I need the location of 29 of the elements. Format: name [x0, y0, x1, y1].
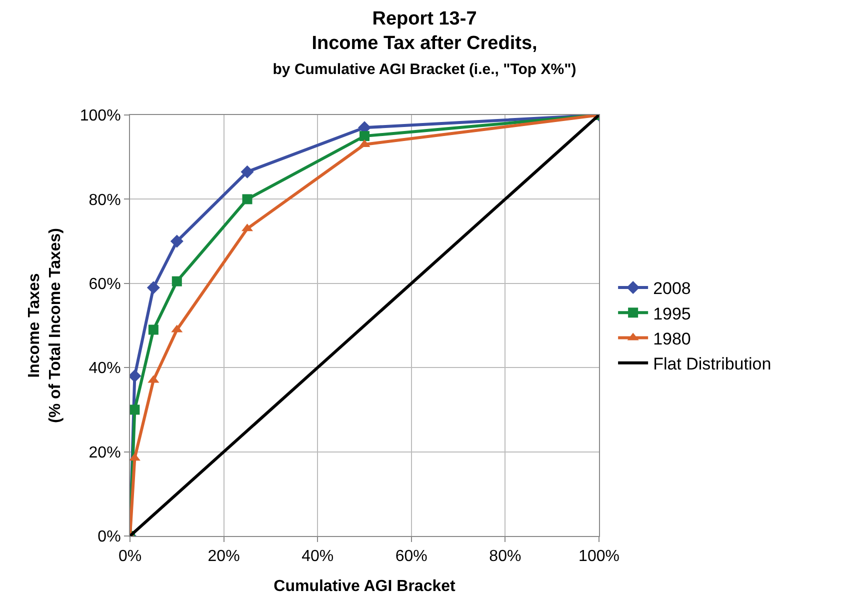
- point: [146, 281, 160, 294]
- legend-label: 1980: [653, 329, 691, 348]
- y-tick-label: 20%: [88, 444, 121, 462]
- legend-label: Flat Distribution: [653, 354, 772, 374]
- x-tick-label: 40%: [302, 548, 334, 566]
- point: [240, 165, 254, 178]
- point: [242, 194, 252, 204]
- point: [170, 234, 184, 248]
- chart-title: Report 13-7: [372, 8, 477, 30]
- x-tick-label: 80%: [489, 548, 522, 566]
- y-axis-title: Income Taxes (% of Total Income Taxes): [26, 228, 64, 423]
- y-tick-label: 0%: [98, 528, 121, 546]
- x-axis-title: Cumulative AGI Bracket: [274, 578, 456, 595]
- y-tick-label: 100%: [80, 108, 121, 125]
- legend-label: 2008: [653, 279, 691, 298]
- point: [130, 453, 140, 461]
- x-tick-label: 100%: [578, 548, 620, 566]
- x-tick-label: 60%: [395, 548, 428, 566]
- x-tick-label: 0%: [118, 548, 142, 566]
- y-tick-label: 40%: [88, 360, 121, 378]
- point: [360, 131, 370, 142]
- y-tick-label: 80%: [88, 192, 121, 209]
- x-tick-label: 20%: [208, 548, 240, 566]
- y-tick-label: 60%: [88, 276, 121, 293]
- legend-label: 1995: [653, 304, 691, 324]
- point: [148, 324, 158, 335]
- chart-subtitle: Income Tax after Credits, by Cumulative AGI Bracket (i.e., "Top X%"): [272, 33, 576, 78]
- point: [172, 276, 182, 286]
- point: [130, 404, 140, 415]
